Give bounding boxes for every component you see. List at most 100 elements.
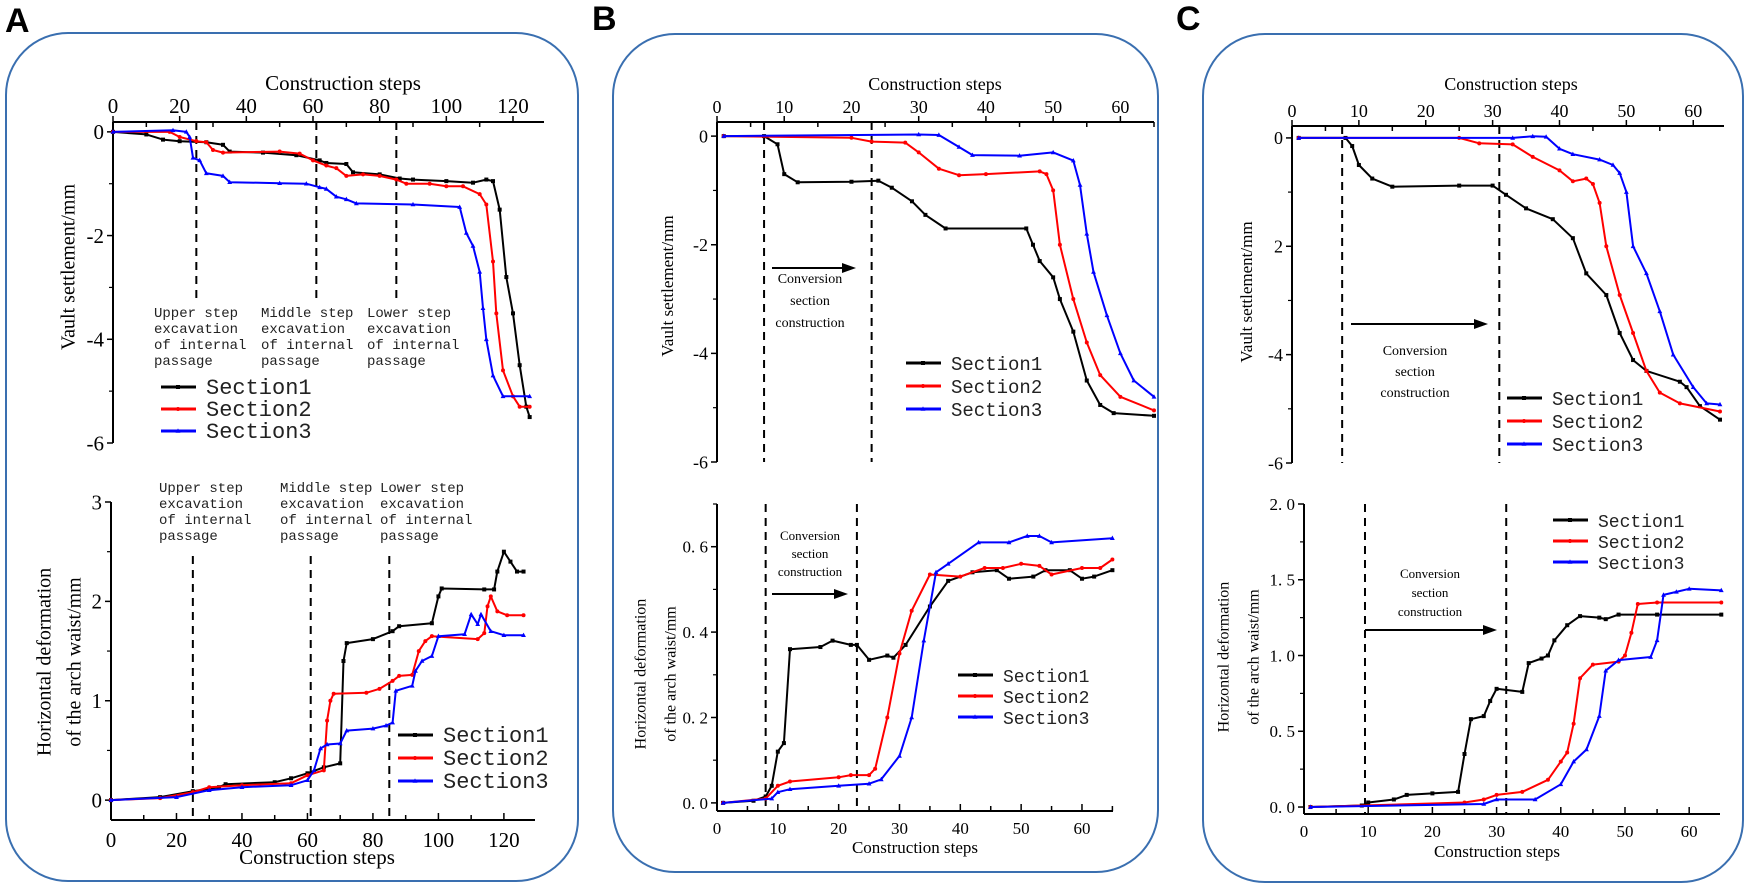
arrow-head-icon [1483, 625, 1497, 635]
data-point [867, 657, 872, 662]
stage-annotation: Conversion [1383, 344, 1448, 359]
data-point [1616, 657, 1621, 662]
data-point [1719, 612, 1724, 617]
data-point [1565, 623, 1570, 628]
series-section2 [721, 134, 1156, 413]
data-point [1077, 182, 1083, 187]
legend-label: Section2 [206, 398, 312, 423]
x-tick-label: 60 [1111, 97, 1129, 117]
data-point [521, 569, 526, 574]
data-point [1571, 721, 1576, 726]
data-point [956, 144, 962, 149]
x-tick-label: 0 [713, 819, 722, 838]
data-point [1524, 206, 1529, 211]
data-point [1557, 168, 1562, 173]
data-point [1131, 377, 1137, 383]
data-point [1510, 142, 1515, 147]
series-section1 [1296, 135, 1722, 422]
data-point [818, 645, 823, 650]
data-point [763, 794, 768, 799]
x-tick-label: 50 [1616, 822, 1633, 841]
data-point [1037, 169, 1042, 174]
data-point [1654, 637, 1660, 643]
x-tick-label: 20 [169, 94, 190, 118]
data-point [311, 767, 317, 773]
y-tick-label: 2 [1274, 237, 1283, 257]
data-point [207, 785, 212, 790]
data-point [1690, 384, 1696, 389]
legend-label: Section1 [951, 354, 1042, 376]
data-point [436, 594, 441, 599]
stage-annotation: section [790, 294, 830, 309]
data-point [1091, 269, 1096, 274]
data-point [972, 714, 978, 719]
legend-entry: Section1 [1553, 513, 1684, 533]
data-point [873, 766, 878, 771]
data-point [331, 691, 336, 696]
series-section1 [721, 134, 1156, 418]
stage-annotation: Conversion [780, 528, 840, 543]
data-point [429, 634, 434, 639]
data-point [1430, 791, 1435, 796]
legend-label: Section3 [206, 420, 312, 445]
y-axis-label: Horizontal deformation [34, 568, 56, 756]
data-point [477, 269, 483, 274]
series-section3 [721, 131, 1157, 399]
data-point [946, 578, 951, 583]
data-point [501, 368, 505, 373]
data-point [1597, 200, 1602, 205]
data-point [1655, 600, 1660, 605]
stage-annotation: of internal [367, 338, 459, 354]
data-point [1623, 189, 1629, 194]
legend-label: Section1 [206, 376, 312, 401]
y-tick-label: 1. 0 [1270, 646, 1296, 665]
data-point [1356, 163, 1361, 168]
data-point [1657, 308, 1663, 314]
x-tick-label: 100 [423, 828, 455, 852]
x-tick-label: 20 [1424, 822, 1441, 841]
data-point [344, 641, 349, 646]
data-point [936, 132, 942, 137]
data-point [1684, 385, 1689, 390]
data-point [501, 549, 506, 554]
data-point [514, 569, 519, 574]
data-point [187, 134, 193, 139]
panel-label: C [1176, 0, 1201, 38]
data-point [983, 172, 988, 177]
data-point [854, 642, 859, 647]
data-point [720, 800, 726, 805]
y-axis-label: Horizontal deformation [633, 599, 650, 750]
series-section3 [108, 611, 526, 802]
data-point [1030, 242, 1035, 247]
data-point [849, 135, 854, 140]
data-point [1657, 390, 1662, 395]
data-point [1545, 777, 1550, 782]
data-point [1539, 656, 1544, 661]
y-tick-label: 3 [92, 490, 103, 514]
data-point [1558, 781, 1564, 787]
chart-a-horizontal-deformation: 0 20 40 60 80 100 120 0 1 2 3 Construction steps Hor… [34, 481, 549, 869]
y-tick-label: -6 [1268, 453, 1283, 473]
data-point [477, 192, 482, 197]
data-point [903, 140, 908, 145]
data-point [277, 149, 282, 154]
data-point [410, 672, 415, 677]
y-tick-label: -4 [1268, 345, 1283, 365]
series-line [1310, 601, 1722, 808]
data-point [1390, 184, 1395, 189]
y-tick-label: 0. 6 [683, 538, 709, 557]
data-point [412, 778, 418, 783]
data-point [527, 415, 532, 420]
legend-label: Section2 [1598, 534, 1684, 554]
data-point [429, 653, 435, 658]
legend-entry: Section2 [1507, 412, 1643, 434]
x-axis-label: Construction steps [1434, 842, 1560, 861]
legend-label: Section3 [951, 400, 1042, 422]
legend-label: Section3 [1598, 555, 1684, 575]
data-point [1070, 157, 1076, 163]
data-point [1570, 151, 1576, 156]
x-tick-label: 40 [1550, 101, 1568, 121]
data-point [976, 539, 981, 545]
data-point [1006, 576, 1011, 581]
data-point [1704, 400, 1710, 406]
